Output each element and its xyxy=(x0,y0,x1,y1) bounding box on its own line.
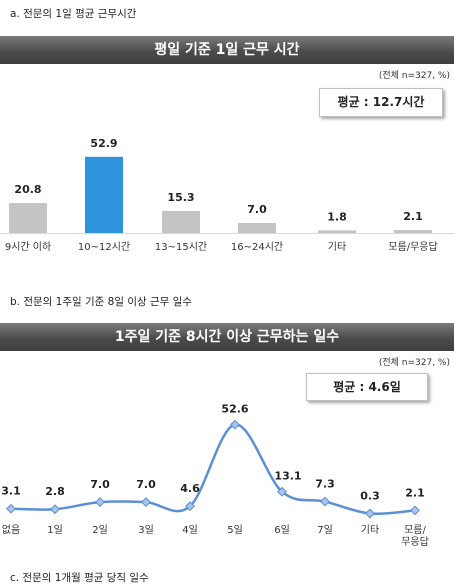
x-tick-label: 9시간 이하 xyxy=(5,240,51,253)
chart-b-note: (전체 n=327, %) xyxy=(378,358,450,368)
bar-0 xyxy=(9,203,47,233)
section-a-label: a. 전문의 1일 평균 근무시간 xyxy=(10,8,137,20)
bar-4 xyxy=(318,230,356,233)
bar-1 xyxy=(85,156,123,233)
point-value-label: 4.6 xyxy=(180,482,200,495)
x-tick-label: 모름/ xyxy=(404,524,426,536)
point-marker xyxy=(230,419,240,430)
point-value-label: 7.3 xyxy=(315,478,335,491)
x-tick-label: 기타 xyxy=(361,524,379,536)
chart-a-note: (전체 n=327, %) xyxy=(378,71,450,81)
point-value-label: 13.1 xyxy=(274,470,301,483)
point-value-label: 7.0 xyxy=(90,478,110,491)
x-tick-label: 모름/무응답 xyxy=(388,241,437,253)
bar-value-label: 15.3 xyxy=(167,191,194,204)
chart-b-average: 평균 : 4.6일 xyxy=(306,373,428,401)
point-marker xyxy=(50,504,60,515)
x-tick-label: 없음 xyxy=(2,523,20,536)
bar-value-label: 7.0 xyxy=(247,203,267,216)
section-c-label: c. 전문의 1개월 평균 당직 일수 xyxy=(10,572,149,584)
bar-value-label: 1.8 xyxy=(327,210,347,223)
x-tick-label: 2일 xyxy=(92,524,108,536)
point-marker xyxy=(185,501,195,512)
x-tick-label: 4일 xyxy=(182,524,198,536)
line-chart: 3.1 없음 2.8 1일 7.0 2일 7.0 3일 4.6 4일 52.6 5일 13.1 6일 7.3… xyxy=(1,403,429,548)
point-value-label: 2.8 xyxy=(45,485,65,498)
x-tick-label: 3일 xyxy=(138,524,154,536)
bar-value-label: 2.1 xyxy=(403,210,423,223)
x-tick-label: 6일 xyxy=(274,524,290,536)
point-marker xyxy=(277,486,287,497)
point-marker xyxy=(410,505,420,516)
x-tick-label: 기타 xyxy=(328,241,346,253)
bar-value-label: 20.8 xyxy=(14,183,41,196)
bar-2 xyxy=(162,210,200,233)
x-tick-label: 10~12시간 xyxy=(78,241,130,253)
point-marker xyxy=(95,497,105,508)
x-tick-label: 1일 xyxy=(47,524,63,536)
bar-3 xyxy=(238,222,276,233)
x-tick-label: 16~24시간 xyxy=(231,241,283,253)
x-tick-label: 13~15시간 xyxy=(155,241,207,253)
chart-a-title: 평일 기준 1일 근무 시간 xyxy=(0,36,454,64)
point-marker xyxy=(320,496,330,507)
x-tick-label: 무응답 xyxy=(401,536,429,548)
point-marker xyxy=(365,508,375,519)
bar-value-label: 52.9 xyxy=(90,137,117,150)
series-line xyxy=(10,423,416,516)
point-value-label: 3.1 xyxy=(1,485,21,498)
section-b-label: b. 전문의 1주일 기준 8일 이상 근무 일수 xyxy=(10,296,192,308)
bar-chart: 20.8 9시간 이하 52.9 10~12시간 15.3 13~15시간 7.0 16~24… xyxy=(0,137,454,253)
chart-b-title: 1주일 기준 8시간 이상 근무하는 일수 xyxy=(0,323,454,351)
bar-5 xyxy=(394,229,432,233)
point-marker xyxy=(6,503,16,514)
point-value-label: 2.1 xyxy=(405,486,425,499)
x-tick-label: 5일 xyxy=(227,524,243,536)
point-marker xyxy=(141,497,151,508)
point-value-label: 52.6 xyxy=(221,403,248,416)
point-value-label: 0.3 xyxy=(360,489,380,502)
x-tick-label: 7일 xyxy=(317,524,333,536)
point-value-label: 7.0 xyxy=(136,478,156,491)
chart-a-average: 평균 : 12.7시간 xyxy=(319,88,443,117)
